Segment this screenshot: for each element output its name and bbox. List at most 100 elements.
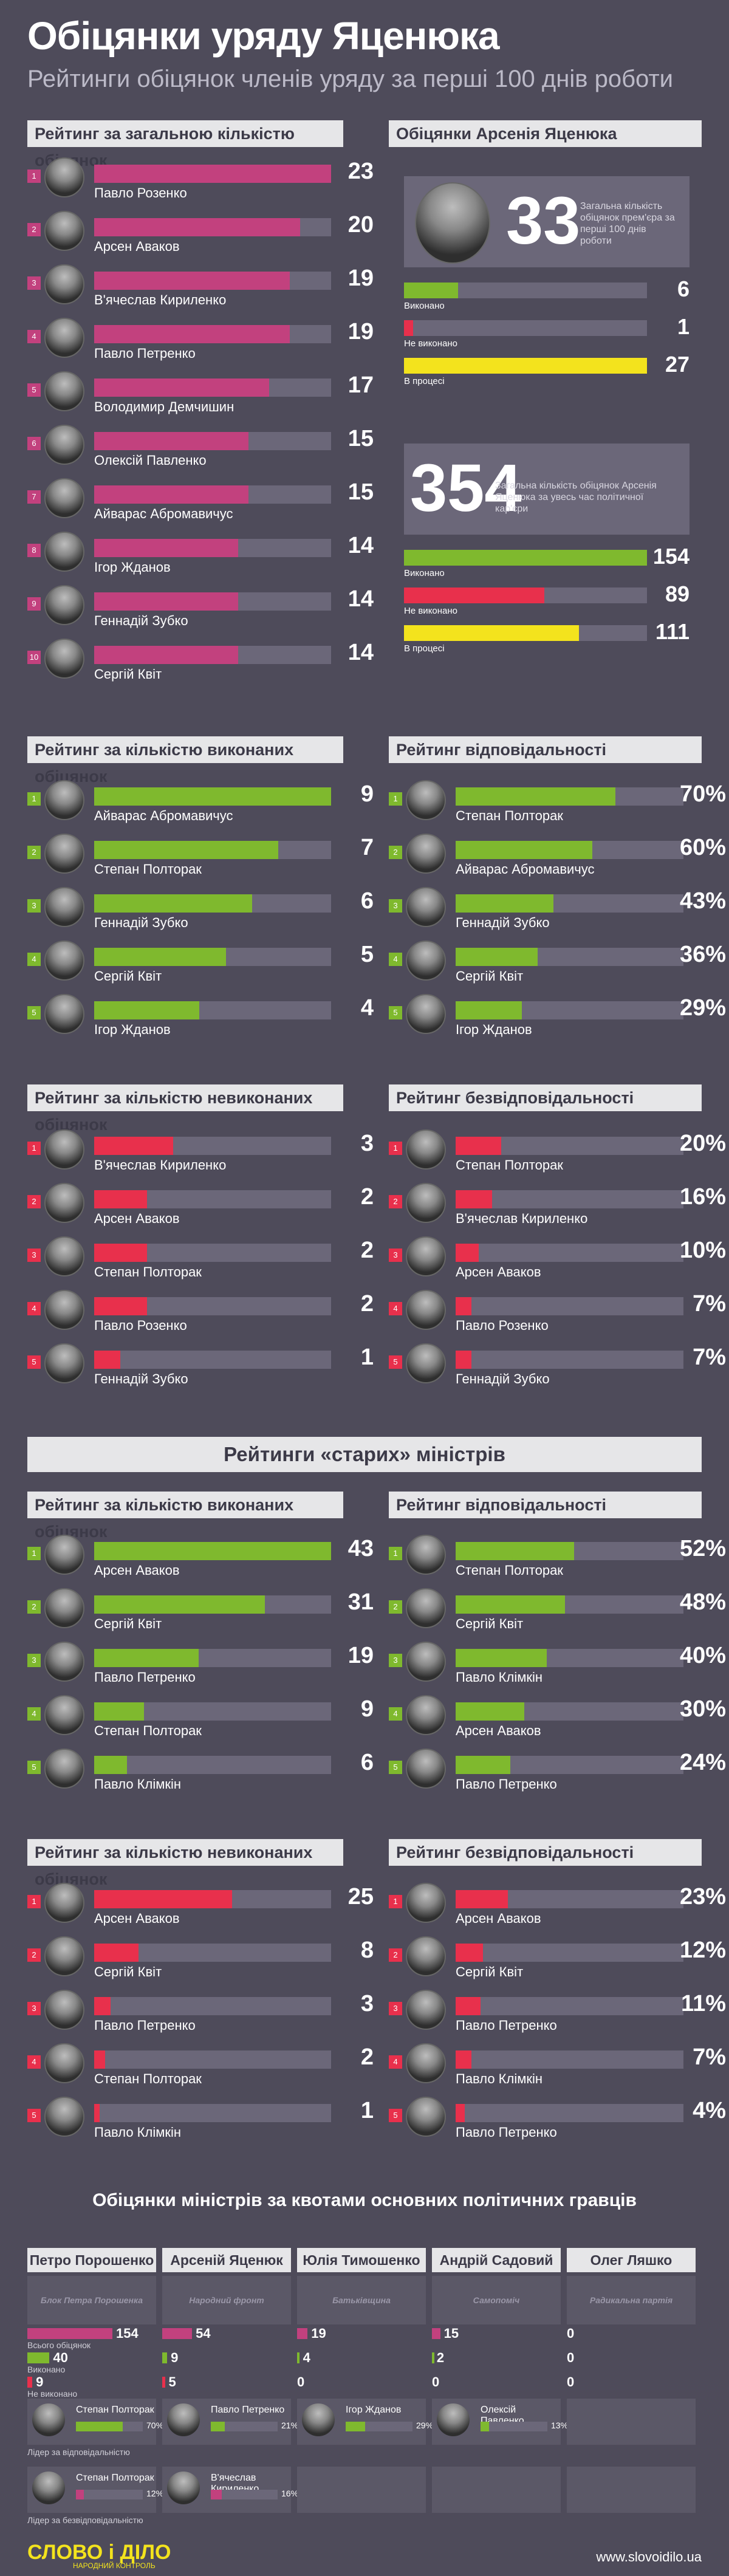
value-label: 16% <box>679 1184 726 1210</box>
minister-name: Павло Клімкін <box>94 1776 181 1792</box>
resp-leader-pct: 29% <box>416 2420 434 2430</box>
rank-badge: 2 <box>27 1195 41 1208</box>
bar-fill <box>456 1890 508 1908</box>
rank-badge: 1 <box>389 1895 402 1908</box>
chart-row: 1 23% Арсен Аваков <box>389 1880 726 1929</box>
party-bar <box>432 2352 434 2363</box>
rank-badge: 4 <box>389 1707 402 1721</box>
value-label: 24% <box>679 1750 726 1775</box>
value-label: 2 <box>360 1184 374 1210</box>
party-stat-value: 0 <box>567 2326 575 2341</box>
minister-name: Павло Петренко <box>94 1670 196 1685</box>
chart-row: 3 10% Арсен Аваков <box>389 1234 726 1283</box>
value-label: 1 <box>360 2098 374 2123</box>
bar-fill <box>94 2050 106 2069</box>
minister-name: Степан Полторак <box>94 862 202 877</box>
rank-badge: 2 <box>389 1600 402 1614</box>
party-stat-value: 0 <box>567 2350 575 2365</box>
avatar <box>406 1883 446 1923</box>
chart-row: 5 1 Геннадій Зубко <box>27 1341 374 1389</box>
bar-track <box>456 1649 683 1667</box>
avatar <box>406 1236 446 1276</box>
heading-resp-new: Рейтинг відповідальності <box>389 736 702 763</box>
bar-track <box>94 539 331 557</box>
bar-fill <box>94 1351 121 1369</box>
ya-personal-bar-value: 27 <box>665 352 690 377</box>
irresp-bar-fill <box>211 2490 222 2499</box>
avatar <box>406 1183 446 1223</box>
chart-row: 5 6 Павло Клімкін <box>27 1746 374 1795</box>
heading-done-new: Рейтинг за кількістю виконаних обіцянок <box>27 736 343 786</box>
chart-row: 4 7% Павло Клімкін <box>389 2041 726 2089</box>
value-label: 1 <box>360 1345 374 1370</box>
chart-row: 3 6 Геннадій Зубко <box>27 885 374 933</box>
party-column: Арсеній Яценюк Народний фронт <box>162 2248 291 2324</box>
value-label: 19 <box>347 1643 374 1668</box>
avatar <box>406 1642 446 1682</box>
value-label: 3 <box>360 1131 374 1156</box>
party-stat-label: Виконано <box>27 2365 66 2374</box>
avatar <box>44 2043 84 2083</box>
footer-logo: СЛОВО і ДІЛО <box>27 2541 171 2564</box>
ya-career-bar-track <box>404 550 647 566</box>
bar-track <box>94 1137 331 1155</box>
minister-name: Павло Петренко <box>456 2125 557 2140</box>
avatar <box>44 425 84 465</box>
bar-track <box>94 485 331 504</box>
avatar <box>44 1936 84 1976</box>
value-label: 19 <box>347 265 374 291</box>
ya-personal-bar-value: 1 <box>677 314 690 339</box>
avatar <box>406 2043 446 2083</box>
chart-row: 3 43% Геннадій Зубко <box>389 885 726 933</box>
bar-track <box>94 1595 331 1614</box>
bar-fill <box>94 1137 173 1155</box>
bar-fill <box>456 1944 483 1962</box>
minister-name: Степан Полторак <box>94 1723 202 1738</box>
rank-badge: 3 <box>27 1654 41 1667</box>
rank-badge: 5 <box>389 1761 402 1774</box>
ya-personal-bar-track <box>404 283 647 298</box>
avatar <box>44 1290 84 1330</box>
bar-track <box>94 1542 331 1560</box>
party-leader-name: Юлія Тимошенко <box>297 2248 426 2272</box>
value-label: 8 <box>360 1937 374 1963</box>
bar-fill <box>94 485 249 504</box>
heading-irresp-old: Рейтинг безвідповідальності <box>389 1839 702 1866</box>
bar-track <box>94 432 331 450</box>
resp-bar-fill <box>211 2422 225 2431</box>
ya-personal-bar-label: В процесі <box>404 376 445 386</box>
minister-name: Павло Клімкін <box>456 2071 542 2086</box>
rank-badge: 1 <box>389 1142 402 1155</box>
avatar <box>44 264 84 304</box>
bar-track <box>94 1702 331 1721</box>
bar-fill <box>94 841 279 859</box>
chart-row: 2 31 Сергій Квіт <box>27 1586 374 1634</box>
resp-bar-fill <box>346 2422 365 2431</box>
ya-personal-bar-value: 6 <box>677 276 690 301</box>
party-stat-value: 19 <box>311 2326 326 2341</box>
chart-row: 3 3 Павло Петренко <box>27 1987 374 2036</box>
party-column: Олег Ляшко Радикальна партія <box>567 2248 696 2324</box>
value-label: 14 <box>347 640 374 665</box>
chart-row: 3 11% Павло Петренко <box>389 1987 726 2036</box>
party-stat-label: Не виконано <box>27 2389 78 2399</box>
value-label: 9 <box>360 1696 374 1722</box>
bar-track <box>94 2050 331 2069</box>
bar-track <box>94 948 331 966</box>
ya-personal-bar-fill <box>404 320 413 336</box>
party-bar <box>297 2328 308 2339</box>
minister-name: Сергій Квіт <box>94 968 162 984</box>
irresp-bar-track <box>211 2490 278 2499</box>
bar-fill <box>94 1997 111 2015</box>
chart-row: 4 2 Степан Полторак <box>27 2041 374 2089</box>
chart-row: 1 20% Степан Полторак <box>389 1127 726 1176</box>
ya-career-total: 354 <box>410 451 522 526</box>
bar-fill <box>94 646 239 664</box>
bar-fill <box>456 1997 481 2015</box>
rank-badge: 2 <box>389 1195 402 1208</box>
footer-site-link[interactable]: www.slovoidilo.ua <box>596 2549 702 2564</box>
avatar <box>44 940 84 981</box>
party-stat-value: 40 <box>53 2350 68 2365</box>
bar-track <box>456 2104 683 2122</box>
value-label: 3 <box>360 1991 374 2016</box>
